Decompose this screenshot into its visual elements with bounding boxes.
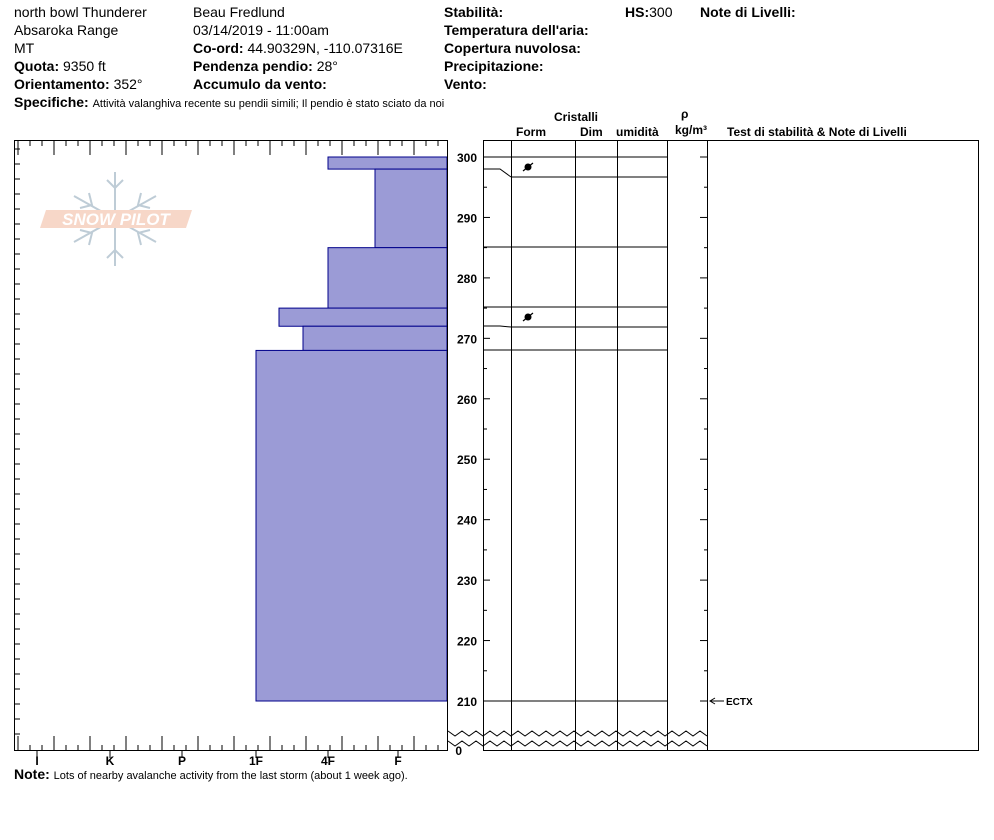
hardness-profile (255, 156, 448, 702)
layer-connector-298 (483, 168, 512, 178)
hs-label: HS: (625, 4, 650, 20)
hardness-axis: I K P 1F 4F F (17, 140, 439, 768)
hardness-bar-2 (327, 247, 448, 309)
depth-label-210: 210 (457, 695, 477, 709)
elevation-label: Quota: (14, 58, 60, 74)
wind-load-label: Accumulo da vento: (193, 76, 327, 92)
note: Note: Lots of nearby avalanche activity … (14, 766, 408, 785)
elevation: Quota: 9350 ft (14, 58, 106, 75)
stability-label: Stabilità: (444, 4, 504, 20)
hardness-plot-frame (14, 140, 448, 751)
specifics-value: Attività valanghiva recente su pendii si… (92, 98, 445, 110)
depth-label-zero: 0 (455, 744, 462, 758)
hardness-label-1F: 1F (249, 754, 263, 768)
coord-label: Co-ord: (193, 40, 244, 56)
depth-label-270: 270 (457, 332, 477, 346)
stability-notes-header: Test di stabilità & Note di Livelli (727, 125, 907, 139)
depth-axis: 300 290 280 270 260 250 240 230 220 210 0 (455, 151, 708, 758)
aspect-label: Orientamento: (14, 76, 110, 92)
form-header: Form (516, 125, 546, 139)
note-value: Lots of nearby avalanche activity from t… (53, 770, 408, 782)
state-name: MT (14, 40, 35, 56)
hardness-bar-4 (302, 325, 448, 351)
specifics-label: Specifiche: (14, 94, 89, 110)
coordinates: Co-ord: 44.90329N, -110.07316E (193, 40, 403, 57)
hardness-bar-5 (255, 349, 448, 702)
crystals-header: Cristalli (554, 110, 599, 124)
melt-freeze-slash (522, 312, 534, 322)
cloud-cover-label: Copertura nuvolosa: (444, 40, 581, 56)
grain-form-symbols (522, 162, 534, 322)
hardness-label-4F: 4F (321, 754, 335, 768)
rho-header: ρ (681, 107, 689, 121)
slope-angle: Pendenza pendio: 28° (193, 58, 338, 75)
depth-label-230: 230 (457, 574, 477, 588)
depth-label-290: 290 (457, 211, 477, 225)
hardness-label-K: K (106, 754, 115, 768)
hardness-bar-1 (374, 168, 448, 249)
layer-table-columns (511, 140, 708, 750)
observer-name: Beau Fredlund (193, 4, 285, 20)
hs-value: 300 (649, 4, 673, 20)
left-depth-ticks (14, 148, 20, 735)
layer-notes-label: Note di Livelli: (700, 4, 796, 20)
depth-label-280: 280 (457, 272, 477, 286)
hardness-label-I: I (35, 754, 38, 768)
moisture-header: umidità (616, 125, 659, 139)
coord-value: 44.90329N, -110.07316E (247, 40, 403, 56)
elevation-value: 9350 ft (63, 58, 106, 74)
melt-freeze-slash (522, 162, 534, 172)
hardness-label-P: P (178, 754, 186, 768)
depth-label-300: 300 (457, 151, 477, 165)
aspect: Orientamento: 352° (14, 76, 143, 93)
logo-text: SNOW PILOT (62, 210, 171, 229)
axis-break-zigzag (447, 740, 708, 747)
precipitation-label: Precipitazione: (444, 58, 544, 74)
arrow-left-icon (709, 697, 716, 705)
range-name: Absaroka Range (14, 22, 119, 38)
snow-height: HS:300 (625, 4, 672, 21)
depth-label-250: 250 (457, 453, 477, 467)
size-header: Dim (580, 125, 603, 139)
test-result-label: ECTX (726, 697, 753, 708)
axis-break-zigzag (447, 730, 708, 737)
slope-value: 28° (316, 58, 338, 74)
specifics: Specifiche: Attività valanghiva recente … (14, 94, 444, 113)
hardness-bar-3 (278, 307, 448, 327)
axis-break (447, 730, 708, 747)
slope-label: Pendenza pendio: (193, 58, 313, 74)
depth-label-260: 260 (457, 393, 477, 407)
depth-label-220: 220 (457, 635, 477, 649)
snowpilot-logo: SNOW PILOT (40, 172, 192, 266)
wind-label: Vento: (444, 76, 487, 92)
observation-datetime: 03/14/2019 - 11:00am (193, 22, 329, 38)
location-name: north bowl Thunderer (14, 4, 147, 20)
aspect-value: 352° (113, 76, 143, 92)
density-unit-header: kg/m³ (675, 123, 708, 137)
hardness-label-F: F (394, 754, 401, 768)
stability-tests: ECTX (709, 697, 753, 708)
hardness-bar-0 (327, 156, 448, 170)
note-label: Note: (14, 766, 50, 782)
air-temp-label: Temperatura dell'aria: (444, 22, 589, 38)
layer-connector-272 (483, 325, 512, 328)
layer-boundaries (483, 156, 667, 702)
layer-table-frame (483, 140, 979, 751)
depth-label-240: 240 (457, 514, 477, 528)
